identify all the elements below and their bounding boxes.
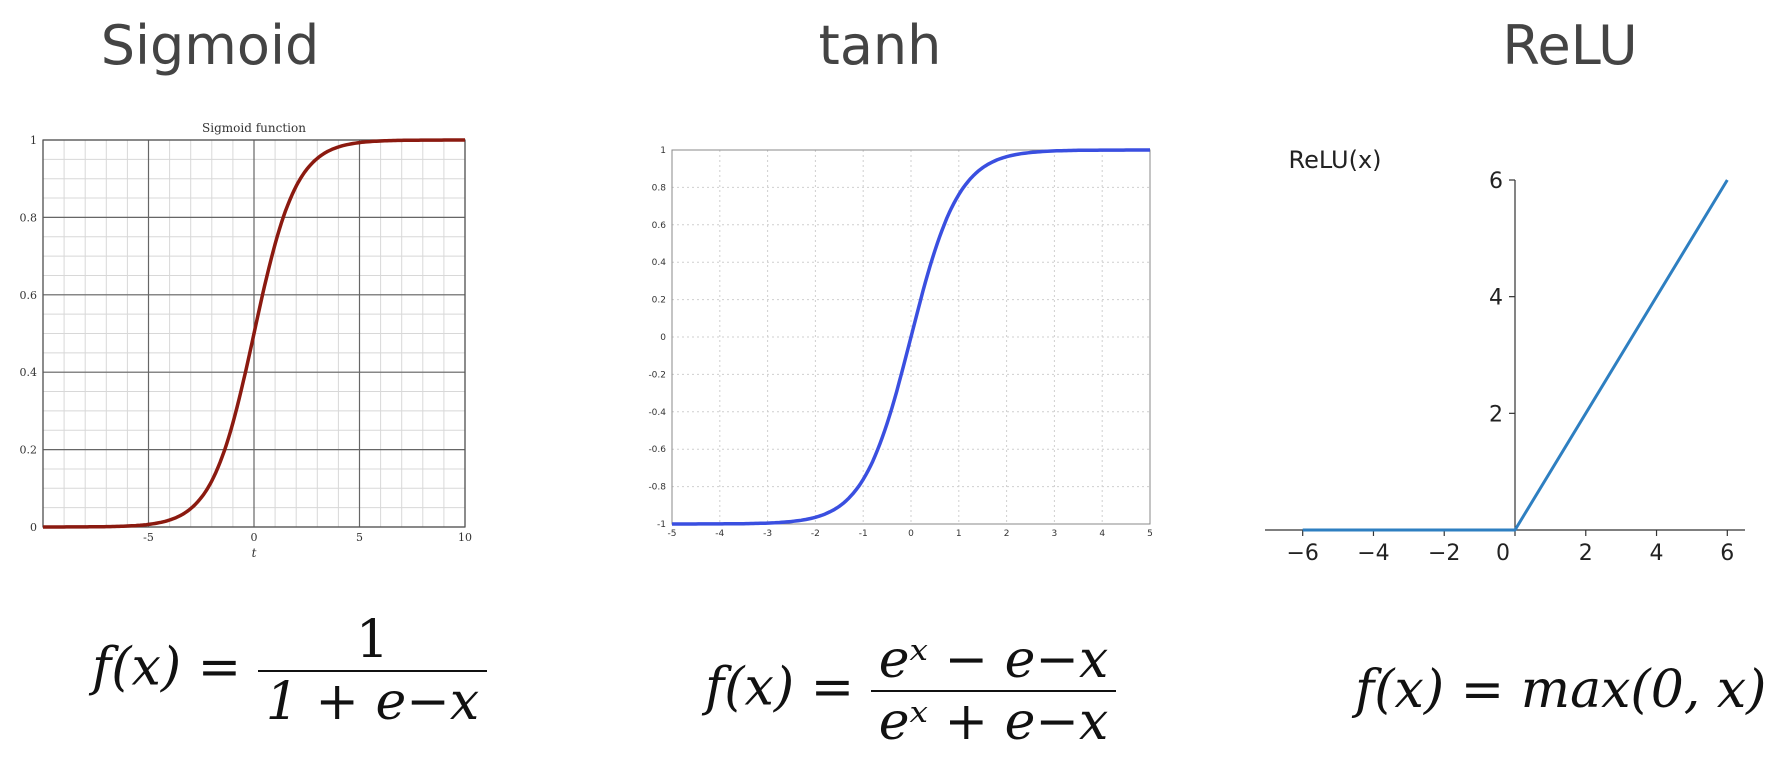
y-tick-label: 1 (660, 146, 666, 156)
x-tick-label: -2 (811, 529, 820, 539)
series-line (43, 138, 465, 529)
y-tick-label: -1 (657, 520, 666, 530)
x-tick-label: 5 (356, 531, 363, 544)
relu-panel-title: ReLU (1502, 14, 1638, 77)
tanh-formula-denominator: eˣ + e−x (878, 692, 1109, 752)
y-tick-label: -0.2 (648, 370, 666, 380)
sigmoid-formula-denominator: 1 + e−x (265, 672, 480, 732)
x-tick-label: 3 (1052, 529, 1058, 539)
tanh-formula-lhs: f(x) = (705, 657, 855, 718)
x-tick-label: -3 (763, 529, 772, 539)
y-tick-label: -0.4 (648, 408, 666, 418)
x-tick-label: 6 (1720, 541, 1734, 566)
x-tick-label: 2 (1004, 529, 1010, 539)
x-tick-label: 0 (1496, 541, 1510, 566)
x-tick-label: -5 (143, 531, 154, 544)
series-line (1302, 179, 1729, 532)
x-tick-label: 2 (1579, 541, 1593, 566)
x-tick-label: -4 (715, 529, 724, 539)
y-tick-label: 6 (1489, 169, 1503, 194)
y-tick-label: 0.4 (20, 366, 38, 379)
relu-formula-text: f(x) = max(0, x) (1355, 660, 1767, 720)
x-tick-label: -5 (668, 529, 677, 539)
plot-frame (671, 149, 1151, 525)
y-tick-label: 0.8 (20, 211, 38, 224)
x-tick-label: -1 (859, 529, 868, 539)
x-tick-label: 1 (956, 529, 962, 539)
chart-title: Sigmoid function (202, 121, 306, 135)
x-tick-label: −6 (1286, 541, 1318, 566)
x-tick-label: −2 (1428, 541, 1460, 566)
sigmoid-formula: f(x) = 1 1 + e−x (92, 610, 488, 732)
y-tick-label: 0.6 (652, 221, 667, 231)
y-tick-label: 0.6 (20, 289, 38, 302)
y-tick-label: 0 (30, 521, 37, 534)
y-tick-label: 4 (1489, 286, 1503, 311)
series-line (672, 148, 1150, 526)
sigmoid-panel-title: Sigmoid (100, 14, 320, 77)
x-tick-label: 4 (1099, 529, 1105, 539)
tanh-formula-numerator: eˣ − e−x (870, 630, 1117, 692)
x-axis-label: t (252, 546, 257, 560)
y-tick-label: 0.4 (652, 258, 667, 268)
y-tick-label: -0.6 (648, 445, 666, 455)
x-tick-label: 10 (458, 531, 472, 544)
sigmoid-formula-lhs: f(x) = (92, 637, 242, 698)
relu-formula: f(x) = max(0, x) (1355, 660, 1766, 720)
x-tick-label: 5 (1147, 529, 1153, 539)
plot-frame (42, 139, 466, 528)
y-tick-label: 0.2 (20, 444, 38, 457)
y-tick-label: 0.2 (652, 296, 666, 306)
y-tick-label: 2 (1489, 402, 1503, 427)
x-tick-label: −4 (1357, 541, 1389, 566)
tanh-formula-fraction: eˣ − e−x eˣ + e−x (870, 630, 1117, 752)
y-tick-label: 0 (660, 333, 666, 343)
tanh-panel-title: tanh (818, 14, 942, 77)
x-tick-label: 0 (251, 531, 258, 544)
sigmoid-formula-numerator: 1 (257, 610, 488, 672)
y-axis-label: ReLU(x) (1288, 146, 1381, 174)
x-tick-label: 0 (908, 529, 914, 539)
y-tick-label: 0.8 (652, 183, 667, 193)
x-tick-label: 4 (1650, 541, 1664, 566)
y-tick-label: -0.8 (648, 483, 666, 493)
sigmoid-formula-fraction: 1 1 + e−x (257, 610, 488, 732)
tanh-formula: f(x) = eˣ − e−x eˣ + e−x (705, 630, 1117, 752)
y-tick-label: 1 (30, 134, 37, 147)
